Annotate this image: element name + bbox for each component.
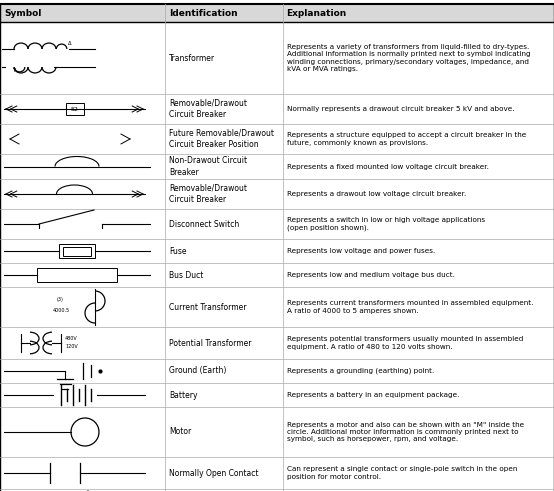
Text: 480V: 480V: [65, 336, 78, 342]
Text: Removable/Drawout
Circuit Breaker: Removable/Drawout Circuit Breaker: [169, 99, 247, 119]
Text: Represents a structure equipped to accept a circuit breaker in the
future, commo: Represents a structure equipped to accep…: [286, 132, 526, 146]
Text: Fuse: Fuse: [169, 246, 187, 255]
Text: 4000.5: 4000.5: [53, 307, 70, 312]
Text: Represents a variety of transformers from liquid-filled to dry-types.
Additional: Represents a variety of transformers fro…: [286, 44, 530, 72]
Text: Potential Transformer: Potential Transformer: [169, 338, 252, 348]
Text: Normally Open Contact: Normally Open Contact: [169, 468, 259, 478]
Text: Future Removable/Drawout
Circuit Breaker Position: Future Removable/Drawout Circuit Breaker…: [169, 129, 274, 149]
Text: Represents a battery in an equipment package.: Represents a battery in an equipment pac…: [286, 392, 459, 398]
Text: Motor: Motor: [169, 428, 191, 436]
Text: 52: 52: [70, 107, 79, 111]
Bar: [63, 246, 91, 255]
Text: (3): (3): [57, 297, 64, 301]
Text: Removable/Drawout
Circuit Breaker: Removable/Drawout Circuit Breaker: [169, 184, 247, 204]
Text: Disconnect Switch: Disconnect Switch: [169, 219, 239, 228]
Text: Can represent a single contact or single-pole switch in the open
position for mo: Can represent a single contact or single…: [286, 466, 517, 480]
Text: Represents a grounding (earthing) point.: Represents a grounding (earthing) point.: [286, 368, 434, 374]
Text: Current Transformer: Current Transformer: [169, 302, 247, 311]
Text: Symbol: Symbol: [4, 8, 42, 18]
Text: Represents a motor and also can be shown with an "M" inside the
circle. Addition: Represents a motor and also can be shown…: [286, 421, 524, 442]
Text: Represents current transformers mounted in assembled equipment.
A ratio of 4000 : Represents current transformers mounted …: [286, 300, 533, 314]
Text: Explanation: Explanation: [286, 8, 347, 18]
Text: Represents a drawout low voltage circuit breaker.: Represents a drawout low voltage circuit…: [286, 191, 466, 197]
Text: Y: Y: [13, 68, 17, 73]
Text: 120V: 120V: [65, 345, 78, 350]
Text: Represents low and medium voltage bus duct.: Represents low and medium voltage bus du…: [286, 272, 454, 278]
Text: Battery: Battery: [169, 390, 198, 400]
Text: Bus Duct: Bus Duct: [169, 271, 203, 279]
Text: Non-Drawout Circuit
Breaker: Non-Drawout Circuit Breaker: [169, 157, 247, 177]
Bar: [59, 244, 95, 258]
Bar: [0, 4, 554, 22]
Text: Represents low voltage and power fuses.: Represents low voltage and power fuses.: [286, 248, 435, 254]
Bar: [65, 103, 84, 115]
Text: Transformer: Transformer: [169, 54, 215, 62]
Text: Identification: Identification: [169, 8, 238, 18]
Text: Δ: Δ: [68, 41, 71, 46]
Text: Represents a fixed mounted low voltage circuit breaker.: Represents a fixed mounted low voltage c…: [286, 164, 489, 169]
Text: Ground (Earth): Ground (Earth): [169, 366, 227, 376]
Bar: [37, 268, 117, 282]
Text: Represents a switch in low or high voltage applications
(open position shown).: Represents a switch in low or high volta…: [286, 217, 485, 231]
Text: Represents potential transformers usually mounted in assembled
equipment. A rati: Represents potential transformers usuall…: [286, 336, 523, 350]
Text: Normally represents a drawout circuit breaker 5 kV and above.: Normally represents a drawout circuit br…: [286, 106, 514, 112]
